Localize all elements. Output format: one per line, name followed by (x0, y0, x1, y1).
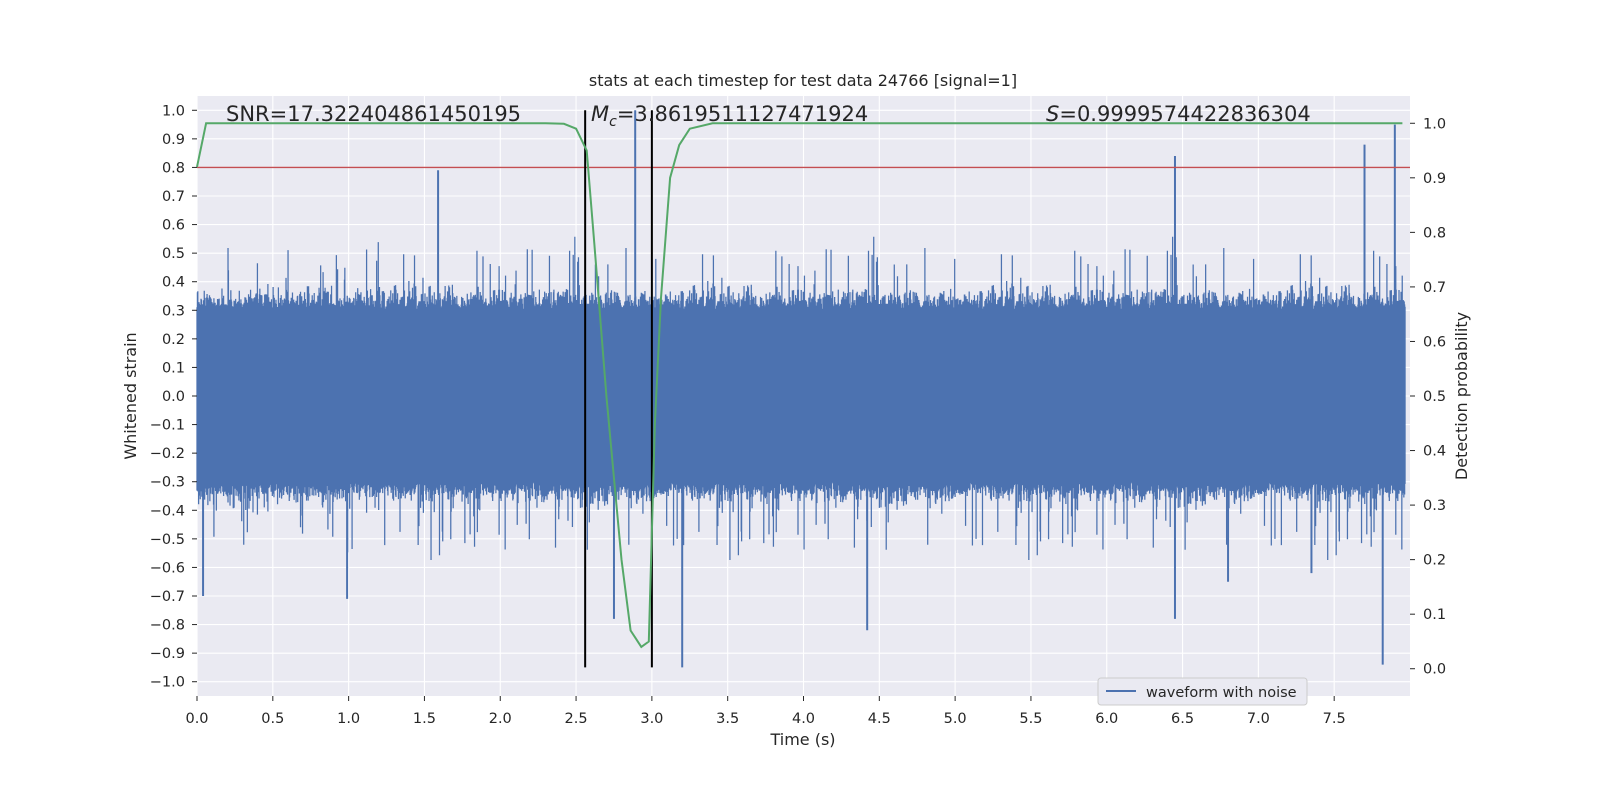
y-left-tick-label-18: −0.8 (150, 618, 185, 634)
x-tick-labels: 0.0 0.5 1.0 1.5 2.0 2.5 3.0 3.5 4.0 4.5 5.0 5.5 6.0 6… (185, 696, 1346, 727)
y-left-tick-label-20: −1.0 (150, 675, 185, 691)
y-left-tick-label-16: −0.6 (150, 560, 185, 576)
x-tick-label-6: 3.0 (640, 711, 663, 727)
y-right-axis-label: Detection probability (1452, 312, 1471, 480)
y-right-tick-label-1: 0.9 (1423, 171, 1446, 187)
y-left-tick-label-14: −0.4 (150, 503, 185, 519)
y-left-tick-label-4: 0.6 (162, 218, 185, 234)
y-left-axis-label: Whitened strain (121, 332, 140, 459)
y-left-tick-labels: 1.0 0.9 0.8 0.7 0.6 0.5 0.4 0.3 0.2 0.1 0.0 −0.1 −0.… (150, 103, 197, 691)
x-tick-label-1: 0.5 (261, 711, 284, 727)
legend-entry: waveform with noise (1146, 685, 1297, 701)
x-axis-label: Time (s) (769, 730, 835, 749)
legend: waveform with noise (1097, 677, 1308, 706)
y-right-tick-label-7: 0.3 (1423, 498, 1446, 514)
x-tick-label-7: 3.5 (716, 711, 739, 727)
y-right-tick-label-6: 0.4 (1423, 444, 1446, 460)
y-left-tick-label-7: 0.3 (162, 303, 185, 319)
x-tick-label-9: 4.5 (868, 711, 891, 727)
y-right-tick-label-5: 0.5 (1423, 389, 1446, 405)
legend-box (1097, 677, 1308, 706)
detection-score-annotation: S=0.9999574422836304 (1046, 102, 1311, 126)
y-left-tick-label-15: −0.5 (150, 532, 185, 548)
y-left-tick-label-13: −0.3 (150, 475, 185, 491)
y-right-tick-label-4: 0.6 (1423, 334, 1446, 350)
x-tick-label-10: 5.0 (944, 711, 967, 727)
y-left-tick-label-0: 1.0 (162, 103, 185, 119)
detection-probability-series (196, 122, 1403, 649)
x-tick-label-4: 2.0 (489, 711, 512, 727)
y-left-tick-label-17: −0.7 (150, 589, 185, 605)
y-left-tick-label-9: 0.1 (162, 360, 185, 376)
x-tick-label-0: 0.0 (185, 711, 208, 727)
y-right-tick-label-3: 0.7 (1423, 280, 1446, 296)
y-left-tick-label-5: 0.5 (162, 246, 185, 262)
y-right-tick-label-8: 0.2 (1423, 553, 1446, 569)
x-tick-label-11: 5.5 (1019, 711, 1042, 727)
x-tick-label-12: 6.0 (1095, 711, 1118, 727)
y-left-tick-label-1: 0.9 (162, 132, 185, 148)
y-left-tick-label-10: 0.0 (162, 389, 185, 405)
x-tick-label-3: 1.5 (413, 711, 436, 727)
y-left-tick-label-12: −0.2 (150, 446, 185, 462)
y-right-tick-label-0: 1.0 (1423, 116, 1446, 132)
x-tick-label-13: 6.5 (1171, 711, 1194, 727)
y-left-tick-label-2: 0.8 (162, 160, 185, 176)
y-left-tick-label-19: −0.9 (150, 646, 185, 662)
x-tick-label-5: 2.5 (565, 711, 588, 727)
vertical-markers (584, 110, 653, 668)
y-right-tick-label-9: 0.1 (1423, 607, 1446, 623)
waveform-noise-core (197, 316, 1406, 476)
chirp-mass-annotation: Mc=3.8619511127471924 (591, 102, 868, 130)
x-tick-label-2: 1.0 (337, 711, 360, 727)
y-right-tick-label-2: 0.8 (1423, 225, 1446, 241)
y-right-tick-labels: 1.0 0.9 0.8 0.7 0.6 0.5 0.4 0.3 0.2 0.1 0.0 (1410, 116, 1446, 678)
chart-title: stats at each timestep for test data 247… (589, 71, 1017, 90)
x-tick-label-8: 4.0 (792, 711, 815, 727)
y-left-tick-label-11: −0.1 (150, 418, 185, 434)
waveform-series (196, 110, 1406, 668)
x-tick-label-14: 7.0 (1247, 711, 1270, 727)
snr-annotation: SNR=17.322404861450195 (226, 102, 521, 126)
x-tick-label-15: 7.5 (1323, 711, 1346, 727)
y-left-tick-label-8: 0.2 (162, 332, 185, 348)
y-right-tick-label-10: 0.0 (1423, 662, 1446, 678)
y-left-tick-label-3: 0.7 (162, 189, 185, 205)
y-left-tick-label-6: 0.4 (162, 275, 185, 291)
